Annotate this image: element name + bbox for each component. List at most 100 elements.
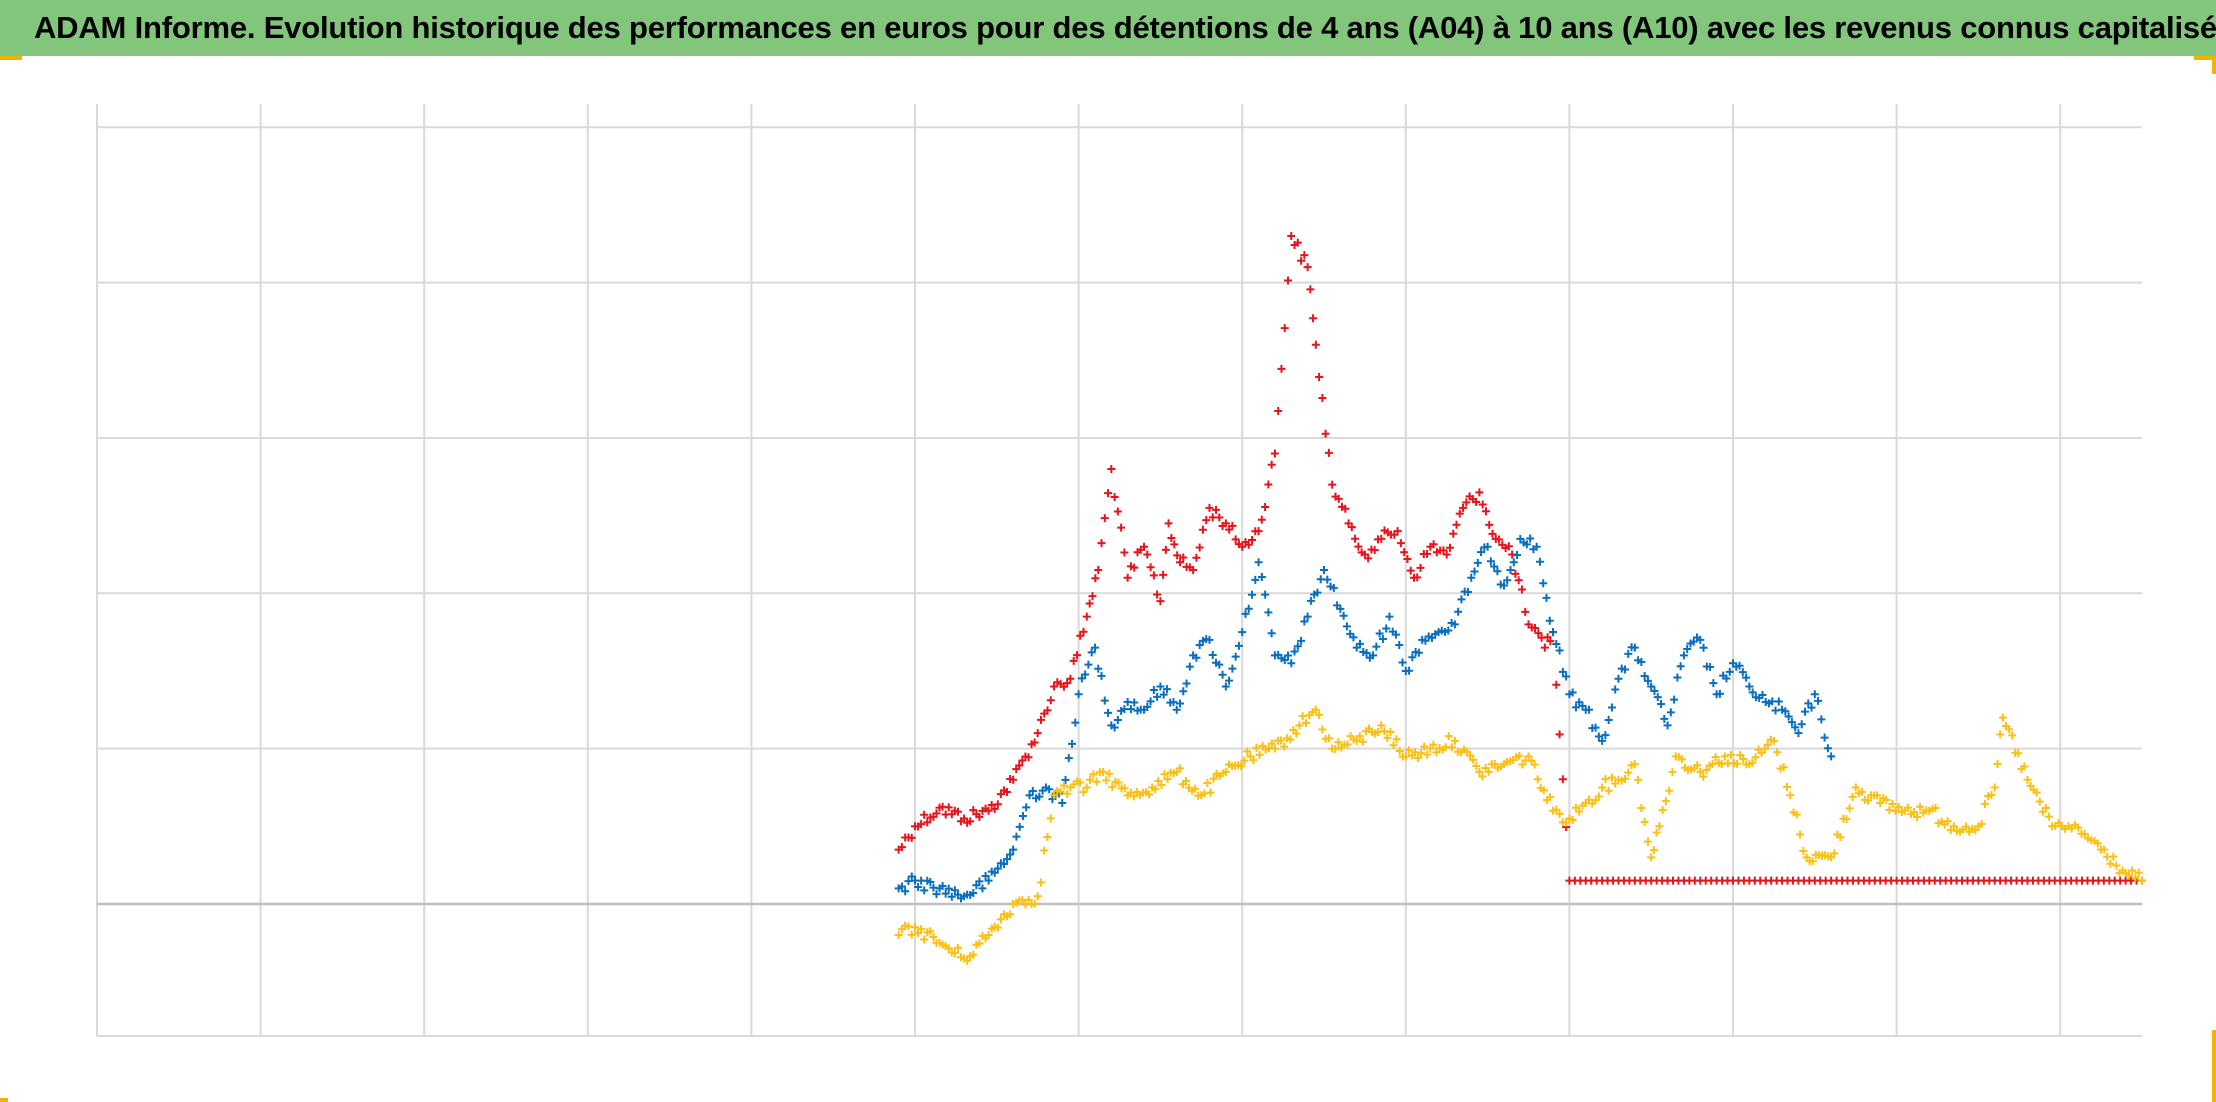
data-point <box>1515 751 1524 760</box>
data-point <box>1240 756 1249 765</box>
data-point <box>1903 803 1912 812</box>
data-point <box>1050 682 1059 691</box>
data-point <box>1300 617 1309 626</box>
data-point <box>969 888 978 897</box>
data-point <box>1870 876 1879 885</box>
data-point <box>1742 760 1751 769</box>
data-point <box>1552 640 1561 649</box>
data-point <box>966 817 975 826</box>
data-point <box>2116 876 2125 885</box>
data-point <box>1228 521 1237 530</box>
data-point <box>1143 702 1152 711</box>
data-point <box>2050 876 2059 885</box>
chart-title-bar: ADAM Informe. Evolution historique des p… <box>0 0 2216 56</box>
data-point <box>1102 776 1111 785</box>
data-point <box>1104 708 1113 717</box>
data-point <box>1733 759 1742 768</box>
data-point <box>1774 697 1783 706</box>
data-point <box>1824 852 1833 861</box>
data-point <box>1159 570 1168 579</box>
data-point <box>2067 876 2076 885</box>
data-point <box>1882 795 1891 804</box>
data-point <box>1614 674 1623 683</box>
data-point <box>1006 850 1015 859</box>
data-point <box>1018 812 1027 821</box>
data-point <box>1558 667 1567 676</box>
data-point <box>1110 492 1119 501</box>
data-point <box>1341 504 1350 513</box>
data-point <box>1472 498 1481 507</box>
data-point <box>1836 833 1845 842</box>
data-point <box>996 915 1005 924</box>
data-point <box>1480 543 1489 552</box>
data-point <box>1540 643 1549 652</box>
data-point <box>1604 786 1613 795</box>
data-point <box>1157 781 1166 790</box>
data-point <box>1766 735 1775 744</box>
data-point <box>1315 710 1324 719</box>
data-point <box>1333 601 1342 610</box>
data-point <box>1903 876 1912 885</box>
data-point <box>1607 773 1616 782</box>
data-point <box>1655 822 1664 831</box>
data-point <box>1873 791 1882 800</box>
data-point <box>1555 646 1564 655</box>
data-point <box>1028 787 1037 796</box>
data-point <box>1627 643 1636 652</box>
data-point <box>1228 664 1237 673</box>
data-point <box>1324 734 1333 743</box>
data-point <box>2035 797 2044 806</box>
data-point <box>1674 876 1683 885</box>
data-point <box>1689 637 1698 646</box>
data-point <box>1306 596 1315 605</box>
data-point <box>1195 641 1204 650</box>
data-point <box>1423 549 1432 558</box>
data-point <box>1417 749 1426 758</box>
series-3 <box>894 705 2146 965</box>
data-point <box>1637 803 1646 812</box>
data-point <box>2083 876 2092 885</box>
data-point <box>1025 791 1034 800</box>
data-point <box>950 886 959 895</box>
data-point <box>1699 772 1708 781</box>
data-point <box>907 930 916 939</box>
data-point <box>1658 806 1667 815</box>
data-point <box>1658 876 1667 885</box>
data-point <box>969 950 978 959</box>
data-point <box>1442 550 1451 559</box>
data-point <box>990 804 999 813</box>
data-point <box>1303 612 1312 621</box>
data-point <box>1477 548 1486 557</box>
data-point <box>1447 618 1456 627</box>
scatter-chart <box>96 104 2146 1037</box>
data-point <box>2041 804 2050 813</box>
data-point <box>1805 876 1814 885</box>
data-point <box>894 931 903 940</box>
data-point <box>1066 674 1075 683</box>
frame-edge-right-bottom <box>2212 1030 2216 1102</box>
data-point <box>1151 785 1160 794</box>
data-point <box>1742 673 1751 682</box>
data-point <box>1475 488 1484 497</box>
chart-grid <box>96 104 2142 1037</box>
data-point <box>1342 622 1351 631</box>
data-point <box>1365 653 1374 662</box>
data-point <box>1699 643 1708 652</box>
data-point <box>1163 775 1172 784</box>
data-point <box>1185 662 1194 671</box>
data-point <box>1676 662 1685 671</box>
data-point <box>1696 767 1705 776</box>
data-point <box>2106 859 2115 868</box>
data-point <box>1391 630 1400 639</box>
data-point <box>1006 910 1015 919</box>
data-point <box>1244 540 1253 549</box>
data-point <box>1522 540 1531 549</box>
data-point <box>904 877 913 886</box>
data-point <box>1087 648 1096 657</box>
data-point <box>1290 647 1299 656</box>
data-point <box>1105 769 1114 778</box>
data-point <box>1652 828 1661 837</box>
data-point <box>1555 730 1564 739</box>
data-point <box>1293 642 1302 651</box>
data-point <box>932 890 941 899</box>
